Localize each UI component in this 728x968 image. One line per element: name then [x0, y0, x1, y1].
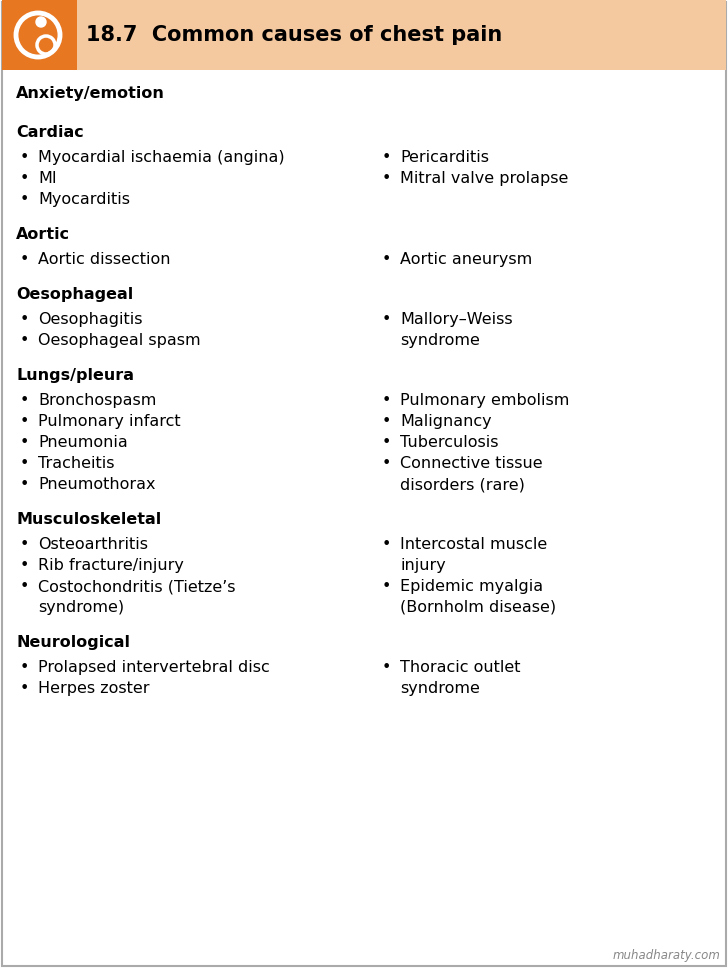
- Text: •: •: [382, 393, 392, 408]
- Text: 18.7  Common causes of chest pain: 18.7 Common causes of chest pain: [86, 25, 502, 45]
- Text: Neurological: Neurological: [16, 635, 130, 650]
- Text: Costochondritis (Tietze’s: Costochondritis (Tietze’s: [38, 579, 235, 594]
- Text: Musculoskeletal: Musculoskeletal: [16, 512, 161, 527]
- Text: Aortic aneurysm: Aortic aneurysm: [400, 252, 532, 267]
- Text: muhadharaty.com: muhadharaty.com: [612, 949, 720, 962]
- Text: •: •: [20, 435, 29, 450]
- Text: •: •: [20, 681, 29, 696]
- Text: disorders (rare): disorders (rare): [400, 477, 525, 492]
- Text: •: •: [20, 252, 29, 267]
- Text: •: •: [20, 150, 29, 165]
- Text: •: •: [20, 537, 29, 552]
- Text: •: •: [20, 393, 29, 408]
- Text: syndrome: syndrome: [400, 681, 480, 696]
- Text: •: •: [382, 150, 392, 165]
- Text: syndrome: syndrome: [400, 333, 480, 348]
- Text: •: •: [20, 414, 29, 429]
- Text: Intercostal muscle: Intercostal muscle: [400, 537, 547, 552]
- Text: Epidemic myalgia: Epidemic myalgia: [400, 579, 543, 594]
- Text: •: •: [382, 252, 392, 267]
- Text: syndrome): syndrome): [38, 600, 124, 615]
- Text: Malignancy: Malignancy: [400, 414, 491, 429]
- Circle shape: [36, 17, 46, 27]
- Text: Tuberculosis: Tuberculosis: [400, 435, 499, 450]
- Text: •: •: [382, 312, 392, 327]
- Text: Lungs/pleura: Lungs/pleura: [16, 368, 134, 383]
- Text: Osteoarthritis: Osteoarthritis: [38, 537, 148, 552]
- Text: Pneumonia: Pneumonia: [38, 435, 127, 450]
- Text: Herpes zoster: Herpes zoster: [38, 681, 149, 696]
- Text: Oesophagitis: Oesophagitis: [38, 312, 143, 327]
- Text: •: •: [20, 312, 29, 327]
- Text: •: •: [20, 477, 29, 492]
- Text: •: •: [382, 579, 392, 594]
- Text: •: •: [382, 456, 392, 471]
- Text: Thoracic outlet: Thoracic outlet: [400, 660, 521, 675]
- Text: •: •: [20, 171, 29, 186]
- Text: Cardiac: Cardiac: [16, 125, 84, 140]
- Text: MI: MI: [38, 171, 57, 186]
- Text: Oesophageal: Oesophageal: [16, 287, 133, 302]
- Text: Rib fracture/injury: Rib fracture/injury: [38, 558, 184, 573]
- Text: •: •: [20, 192, 29, 207]
- Text: Bronchospasm: Bronchospasm: [38, 393, 157, 408]
- Text: Prolapsed intervertebral disc: Prolapsed intervertebral disc: [38, 660, 270, 675]
- Text: •: •: [382, 537, 392, 552]
- Bar: [2, 0, 77, 70]
- Text: •: •: [382, 414, 392, 429]
- Text: •: •: [382, 660, 392, 675]
- Text: Anxiety/emotion: Anxiety/emotion: [16, 86, 165, 101]
- Text: Myocarditis: Myocarditis: [38, 192, 130, 207]
- Text: Myocardial ischaemia (angina): Myocardial ischaemia (angina): [38, 150, 285, 165]
- Text: Mitral valve prolapse: Mitral valve prolapse: [400, 171, 569, 186]
- Bar: [2, 0, 726, 70]
- Text: •: •: [382, 171, 392, 186]
- Text: Pulmonary infarct: Pulmonary infarct: [38, 414, 181, 429]
- Text: (Bornholm disease): (Bornholm disease): [400, 600, 556, 615]
- Text: •: •: [20, 558, 29, 573]
- Text: •: •: [20, 579, 29, 594]
- Text: Aortic dissection: Aortic dissection: [38, 252, 170, 267]
- Text: Mallory–Weiss: Mallory–Weiss: [400, 312, 513, 327]
- Text: Aortic: Aortic: [16, 227, 70, 242]
- Text: •: •: [20, 333, 29, 348]
- Text: •: •: [20, 456, 29, 471]
- Text: •: •: [20, 660, 29, 675]
- Text: Pulmonary embolism: Pulmonary embolism: [400, 393, 569, 408]
- Text: Pericarditis: Pericarditis: [400, 150, 489, 165]
- Text: Connective tissue: Connective tissue: [400, 456, 542, 471]
- Text: •: •: [382, 435, 392, 450]
- Text: Tracheitis: Tracheitis: [38, 456, 114, 471]
- Text: Pneumothorax: Pneumothorax: [38, 477, 156, 492]
- Text: injury: injury: [400, 558, 446, 573]
- Text: Oesophageal spasm: Oesophageal spasm: [38, 333, 201, 348]
